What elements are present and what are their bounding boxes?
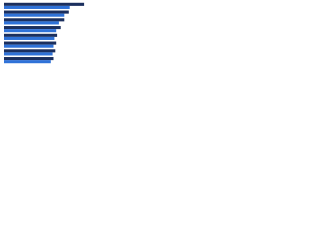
bar [4, 49, 56, 53]
bar [4, 36, 55, 40]
bar [4, 18, 65, 22]
bar [4, 5, 70, 9]
page: {"chart_data": {"type": "hbar", "categor… [0, 0, 100, 71]
chart [4, 2, 85, 64]
bar [4, 44, 54, 48]
bar [4, 52, 53, 56]
bar [4, 60, 51, 64]
bar [4, 33, 58, 37]
bar [4, 10, 69, 14]
bar [4, 41, 57, 45]
bar [4, 21, 59, 25]
bar [4, 26, 61, 30]
bar [4, 29, 57, 33]
bar [4, 13, 65, 17]
bar [4, 2, 85, 6]
bar [4, 57, 54, 61]
